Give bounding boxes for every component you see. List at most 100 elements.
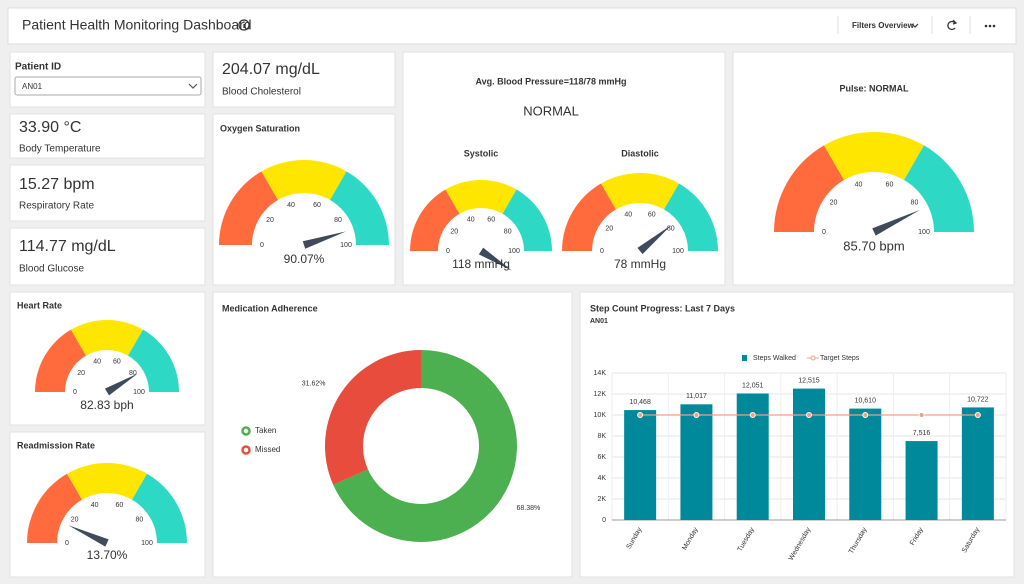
bar: [905, 441, 938, 520]
target-point: [862, 412, 869, 418]
chart-title: Medication Adherence: [222, 303, 318, 313]
target-point: [693, 412, 700, 418]
pie-value-label: 68.38%: [517, 505, 541, 512]
gauge-band: [664, 183, 718, 251]
target-point: [918, 412, 925, 418]
legend-icon: [742, 355, 747, 361]
refresh-icon[interactable]: [947, 19, 958, 31]
gauge-tick-label: 0: [65, 540, 69, 547]
legend-icon: [241, 426, 251, 436]
kpi-label: Blood Glucose: [19, 264, 84, 275]
gauge-tick-label: 80: [667, 226, 675, 233]
kpi-label: Blood Cholesterol: [222, 87, 301, 98]
gauge-band: [35, 329, 86, 392]
gauge-value: 90.07%: [284, 252, 325, 266]
patient-select[interactable]: [14, 76, 202, 96]
legend-icon: [241, 445, 251, 455]
gauge-tick-label: 60: [886, 181, 894, 188]
gauge-tick-label: 20: [450, 228, 458, 235]
gauge-tick-label: 100: [918, 229, 930, 236]
gauge-tick-label: 60: [313, 202, 321, 209]
patient-value[interactable]: AN01: [22, 82, 43, 91]
kpi-value: 15.27 bpm: [19, 176, 95, 193]
filters-chevron[interactable]: [911, 23, 919, 28]
gauge-tick-label: 0: [260, 242, 264, 249]
bar-value-label: 12,515: [798, 377, 820, 384]
gauge-band: [562, 183, 616, 251]
gauge-band: [904, 145, 974, 232]
gauge-needle: [637, 224, 672, 255]
gauge-title: Systolic: [464, 148, 499, 158]
gauge-tick-label: 0: [822, 229, 826, 236]
chart-title: Step Count Progress: Last 7 Days: [590, 303, 735, 313]
bar-value-label: 7,516: [913, 430, 931, 437]
gauge-tick-label: 0: [600, 248, 604, 255]
card: [9, 164, 206, 222]
gauge-needle: [872, 209, 920, 236]
gauge-band: [824, 131, 924, 181]
filters-button[interactable]: Filters Overview: [852, 21, 915, 30]
field-label: Patient ID: [15, 62, 61, 73]
gauge-tick-label: 0: [446, 248, 450, 255]
bar: [849, 408, 882, 520]
gauge-needle: [478, 247, 512, 271]
card: [9, 291, 206, 426]
gauge-band: [67, 462, 147, 500]
target-point: [749, 412, 756, 418]
bar: [961, 407, 994, 520]
bar: [680, 404, 713, 520]
y-tick-label: 12K: [594, 391, 607, 398]
select-chevron[interactable]: [188, 83, 198, 89]
gauge-band: [445, 179, 517, 214]
info-icon[interactable]: [238, 19, 250, 31]
gauge-value: 78 mmHg: [614, 257, 666, 271]
gauge-tick-label: 60: [113, 358, 121, 365]
kpi-value: 33.90 °C: [19, 119, 81, 136]
pie-slice: [325, 350, 421, 485]
y-tick-label: 0: [602, 517, 606, 524]
y-tick-label: 4K: [597, 475, 606, 482]
gauge-band: [132, 473, 187, 543]
gauge-tick-label: 20: [830, 199, 838, 206]
target-point: [974, 412, 981, 418]
gauge-band: [27, 473, 82, 543]
gauge-band: [128, 329, 179, 392]
card: [212, 51, 396, 108]
bar-value-label: 10,722: [967, 396, 989, 403]
more-icon[interactable]: [984, 24, 996, 28]
legend-icon: [810, 355, 816, 361]
target-point: [637, 412, 644, 418]
gauge-tick-label: 100: [508, 248, 520, 255]
gauge-tick-label: 60: [115, 502, 123, 509]
gauge-tick-label: 40: [93, 358, 101, 365]
card: [9, 227, 206, 286]
gauge-band: [502, 189, 552, 251]
gauge-value: 118 mmHg: [452, 257, 510, 271]
gauge-needle: [302, 231, 347, 249]
gauge-tick-label: 100: [672, 248, 684, 255]
bar-value-label: 10,610: [855, 397, 877, 404]
gauge-tick-label: 20: [266, 217, 274, 224]
gauge-tick-label: 80: [911, 199, 919, 206]
bp-title: Avg. Blood Pressure=118/78 mmHg: [476, 76, 627, 86]
gauge-tick-label: 100: [340, 242, 352, 249]
legend-label: Taken: [255, 426, 276, 435]
kpi-label: Body Temperature: [19, 144, 101, 155]
gauge-needle: [68, 525, 109, 547]
gauge-tick-label: 80: [504, 228, 512, 235]
chart-subtitle: AN01: [590, 318, 608, 325]
kpi-value: 204.07 mg/dL: [222, 61, 320, 78]
y-tick-label: 6K: [597, 454, 606, 461]
bar-value-label: 12,051: [742, 382, 764, 389]
gauge-tick-label: 0: [73, 389, 77, 396]
gauge-band: [774, 145, 844, 232]
gauge-tick-label: 40: [855, 181, 863, 188]
legend-label: Steps Walked: [753, 355, 796, 362]
gauge-band: [219, 171, 278, 245]
y-tick-label: 14K: [594, 370, 607, 377]
legend-label: Target Steps: [820, 355, 860, 362]
gauge-tick-label: 100: [141, 540, 153, 547]
gauge-band: [71, 320, 143, 356]
gauge-band: [410, 189, 460, 251]
bp-status: NORMAL: [523, 103, 579, 118]
